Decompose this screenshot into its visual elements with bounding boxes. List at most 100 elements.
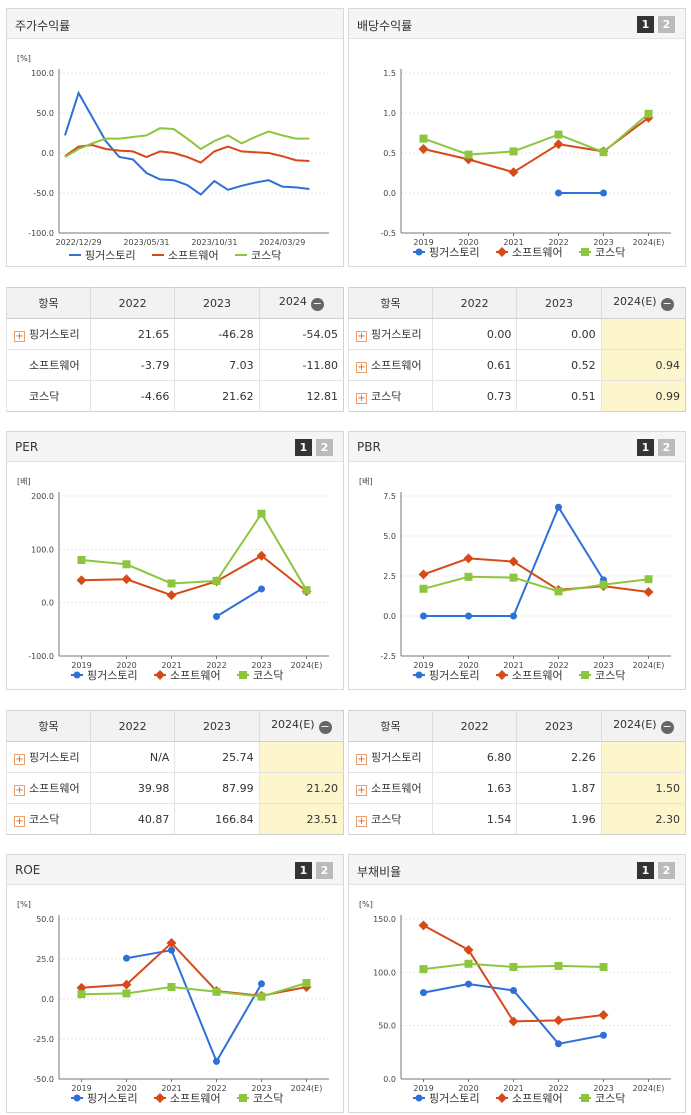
row-label-cell: + 소프트웨어	[348, 349, 433, 381]
table-row: + 코스닥 40.87 166.84 23.51	[6, 803, 344, 835]
legend-label: 코스닥	[251, 249, 281, 262]
view-1-button[interactable]: 1	[295, 439, 312, 456]
data-point	[302, 979, 311, 987]
header-label: 2023	[544, 296, 573, 310]
series-line	[423, 116, 650, 174]
expand-plus-icon[interactable]: +	[356, 785, 367, 796]
expand-plus-icon[interactable]: +	[356, 362, 367, 373]
series-line	[423, 113, 650, 156]
table-row: + 핑거스토리 0.00 0.00	[348, 318, 686, 350]
x-tick-label: 2020	[458, 1084, 478, 1093]
value-cell: 0.00	[516, 318, 602, 350]
data-point	[302, 586, 311, 595]
panel-header: 부채비율 1 2	[349, 855, 685, 885]
expand-plus-icon[interactable]: +	[14, 754, 25, 765]
view-2-button[interactable]: 2	[658, 439, 675, 456]
panel-title: ROE	[15, 863, 41, 877]
data-point	[554, 130, 563, 139]
row-label-cell: + 코스닥	[6, 803, 91, 835]
data-point	[123, 954, 130, 962]
value-cell: 0.51	[516, 380, 602, 412]
x-tick-label: 2022	[548, 1084, 568, 1093]
row-label: 코스닥	[29, 813, 60, 826]
x-tick-label: 2021	[161, 661, 181, 670]
value-cell: 0.52	[516, 349, 602, 381]
data-point	[509, 573, 518, 582]
series-line	[81, 554, 308, 597]
x-tick-label: 2023	[593, 1084, 613, 1093]
view-1-button[interactable]: 1	[637, 862, 654, 879]
data-point	[418, 920, 429, 931]
view-1-button[interactable]: 1	[637, 439, 654, 456]
x-tick-label: 2022	[206, 661, 226, 670]
series-line	[423, 557, 649, 593]
y-tick-label: 0.5	[383, 149, 396, 158]
y-tick-label: -0.5	[380, 229, 396, 238]
view-1-button[interactable]: 1	[637, 16, 654, 33]
view-2-button[interactable]: 2	[316, 439, 333, 456]
legend-marker	[581, 671, 589, 679]
value-cell: 0.73	[431, 380, 517, 412]
value-cell	[600, 741, 686, 773]
expand-plus-icon[interactable]: +	[14, 785, 25, 796]
data-point	[121, 574, 132, 585]
header-label: 2024(E)	[613, 718, 657, 731]
data-point	[258, 980, 265, 988]
table-row: 코스닥 -4.66 21.62 12.81	[6, 380, 344, 412]
panel-title: PBR	[357, 440, 381, 454]
expand-plus-icon[interactable]: +	[14, 816, 25, 827]
header-item: 항목	[348, 287, 433, 319]
row-label: 소프트웨어	[29, 359, 80, 372]
view-1-button[interactable]: 1	[295, 862, 312, 879]
value-cell: 166.84	[174, 803, 260, 835]
header-year: 2024(E) −	[600, 287, 686, 319]
view-2-button[interactable]: 2	[316, 862, 333, 879]
data-point	[510, 612, 517, 620]
value-cell: 0.00	[431, 318, 517, 350]
row-label-cell: + 핑거스토리	[6, 318, 91, 350]
expand-plus-icon[interactable]: +	[356, 816, 367, 827]
per-table: 항목 2022 2023 2024(E) − + 핑거스토리 N/A 25.74 + 소프트웨어 39…	[6, 710, 344, 835]
expand-plus-icon[interactable]: +	[356, 331, 367, 342]
x-tick-label: 2023/05/31	[123, 238, 169, 247]
data-point	[465, 980, 472, 988]
expand-plus-icon[interactable]: +	[356, 393, 367, 404]
collapse-icon[interactable]: −	[310, 297, 324, 311]
row-label-cell: + 코스닥	[348, 803, 433, 835]
x-tick-label: 2019	[413, 238, 433, 247]
data-point	[553, 1015, 564, 1026]
data-point	[644, 109, 653, 118]
x-tick-label: 2023	[251, 1084, 271, 1093]
value-cell: -54.05	[258, 318, 344, 350]
data-point	[419, 134, 428, 143]
panel-title: PER	[15, 440, 39, 454]
row-label-cell: 코스닥	[6, 380, 91, 412]
data-point	[212, 987, 221, 996]
data-point	[166, 590, 177, 601]
legend-marker	[415, 248, 423, 256]
collapse-icon[interactable]: −	[660, 720, 674, 734]
y-tick-label: -2.5	[380, 652, 396, 661]
stock-return-chart: [%] 100.0 50.0 0.0 -50.0 -100.0 2022/12/29 2023…	[7, 40, 343, 266]
y-tick-label: 2.5	[383, 572, 396, 581]
y-unit-label: [%]	[17, 54, 31, 63]
header-year: 2023	[174, 710, 260, 742]
collapse-icon[interactable]: −	[660, 297, 674, 311]
data-point	[599, 963, 608, 971]
expand-plus-icon[interactable]: +	[356, 754, 367, 765]
x-tick-label: 2024(E)	[633, 238, 665, 247]
legend-label: 소프트웨어	[170, 669, 221, 682]
x-tick-label: 2019	[71, 1084, 91, 1093]
dividend-yield-chart: 1.5 1.0 0.5 0.0 -0.5 2019 2020 2021 2022 2023 2024…	[349, 40, 685, 266]
row-label: 소프트웨어	[371, 359, 422, 372]
per-panel: PER 1 2 [배] 200.0 100.0 0.0 -100.0 2019 2020 20…	[6, 431, 344, 690]
collapse-icon[interactable]: −	[318, 720, 332, 734]
value-cell: 7.03	[174, 349, 260, 381]
x-tick-label: 2021	[503, 1084, 523, 1093]
legend-marker	[73, 671, 81, 679]
view-2-button[interactable]: 2	[658, 16, 675, 33]
view-2-button[interactable]: 2	[658, 862, 675, 879]
data-point	[167, 579, 176, 588]
row-label-cell: 소프트웨어	[6, 349, 91, 381]
expand-plus-icon[interactable]: +	[14, 331, 25, 342]
